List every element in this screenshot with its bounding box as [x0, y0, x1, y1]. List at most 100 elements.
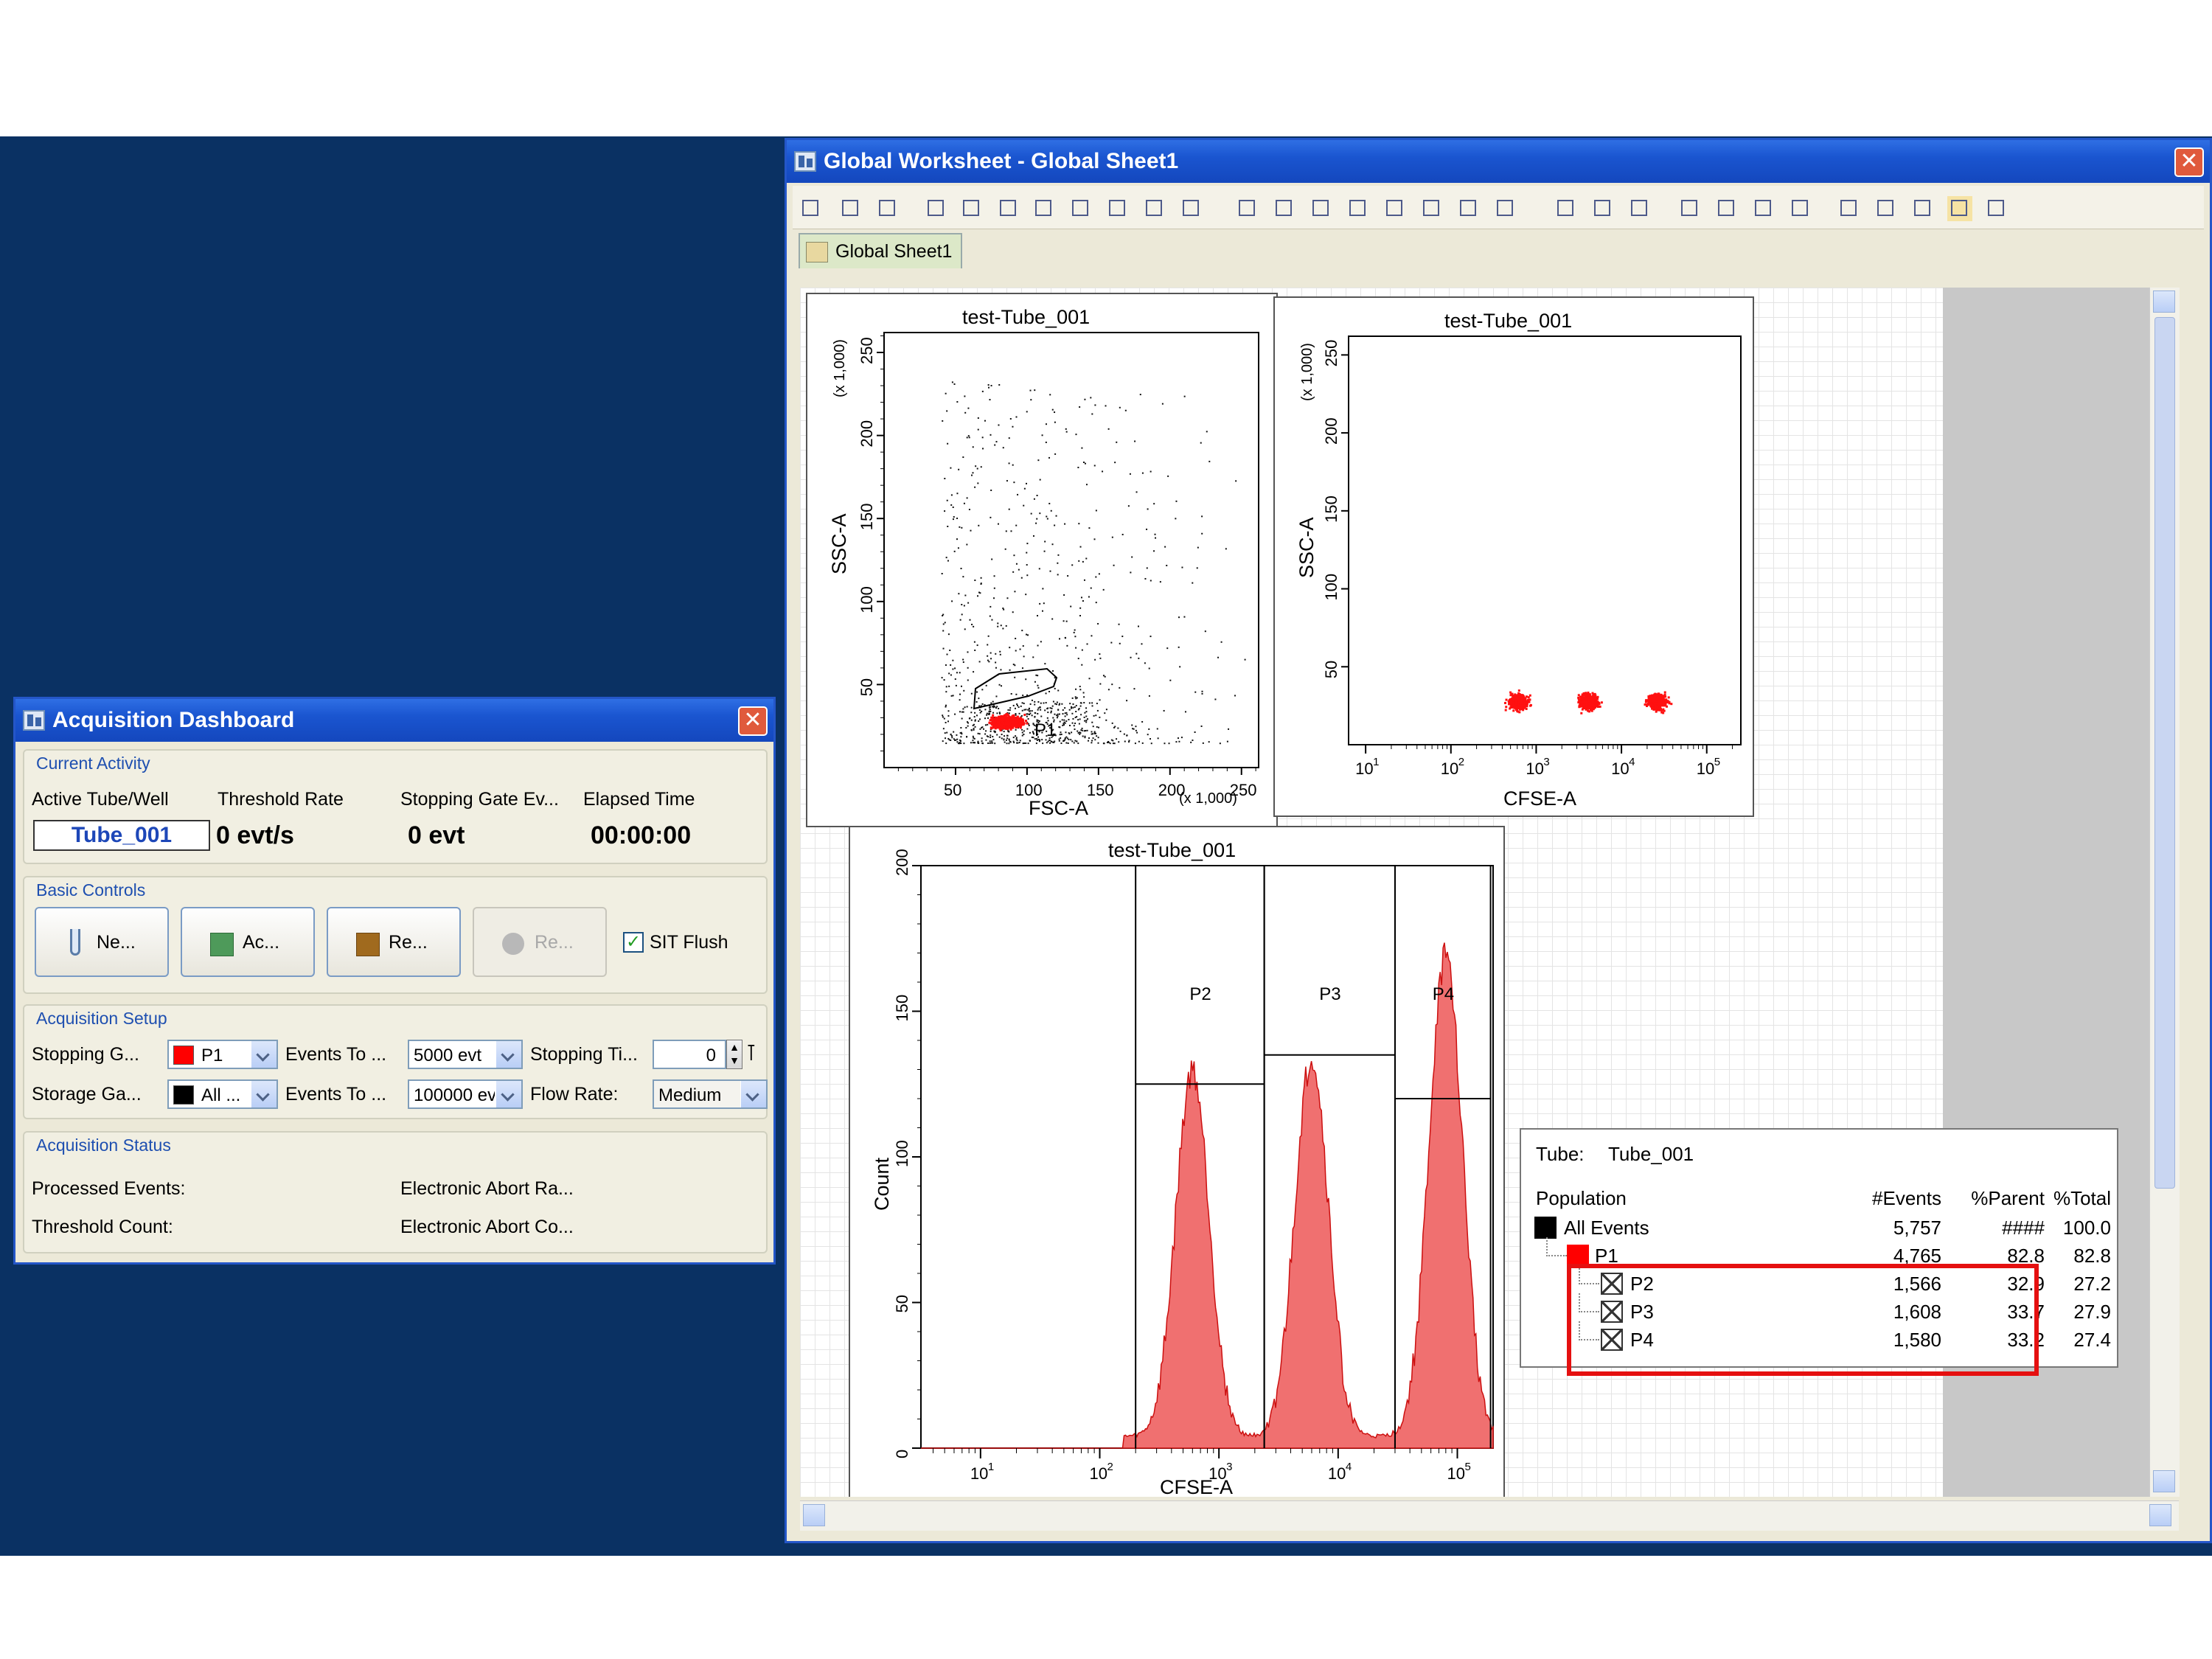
freeform-gate-icon[interactable] — [1309, 196, 1334, 221]
quadrant-gate-icon[interactable] — [1382, 196, 1408, 221]
plot1-event-dot — [1084, 737, 1086, 739]
acquire-data-button[interactable]: Ac... — [181, 907, 315, 977]
align-top-icon[interactable] — [1751, 196, 1776, 221]
plot1-event-dot — [1065, 731, 1067, 734]
stats-hidden-gate-icon — [1601, 1273, 1623, 1295]
plot1-event-dot — [978, 591, 980, 594]
next-tube-button[interactable]: Ne... — [35, 907, 169, 977]
stats-row-p1[interactable]: P1 4,765 82.8 82.8 — [1521, 1237, 2117, 1270]
show-grid-icon[interactable] — [1947, 196, 1972, 221]
plot1-event-dot — [960, 727, 962, 729]
stats-row-all-events[interactable]: All Events 5,757 #### 100.0 — [1521, 1214, 2117, 1242]
arrange-grid-icon[interactable] — [1910, 196, 1935, 221]
scroll-thumb[interactable] — [2154, 317, 2175, 1189]
plot1-event-dot — [1166, 647, 1169, 650]
events-to-display-select[interactable]: 100000 ev — [408, 1079, 523, 1109]
scroll-right-icon[interactable] — [2149, 1504, 2171, 1526]
zoom-in-icon[interactable] — [1068, 196, 1093, 221]
scroll-up-icon[interactable] — [2153, 291, 2175, 313]
plot1-event-dot — [1064, 737, 1066, 740]
plot1-p1-dot — [1009, 721, 1012, 724]
zoom-reset-icon[interactable] — [1179, 196, 1204, 221]
plot2-event-dot — [1521, 702, 1524, 705]
snap-gate-icon[interactable] — [1272, 196, 1297, 221]
worksheet-titlebar[interactable]: Global Worksheet - Global Sheet1 ✕ — [787, 140, 2210, 183]
dashboard-titlebar[interactable]: Acquisition Dashboard ✕ — [15, 699, 773, 742]
plot1-event-dot — [984, 420, 986, 422]
plot1-event-dot — [1038, 740, 1040, 742]
interval-gate-icon[interactable] — [1419, 196, 1444, 221]
zoom-fit-icon[interactable] — [1142, 196, 1167, 221]
plot1-event-dot — [1045, 739, 1047, 741]
plot2-event-dot — [1580, 712, 1583, 714]
text-tool-icon[interactable] — [1627, 196, 1652, 221]
plot1-event-dot — [1079, 731, 1081, 734]
contour-plot-icon[interactable] — [996, 196, 1021, 221]
worksheet-properties-icon[interactable] — [799, 196, 824, 221]
events-to-record-select[interactable]: 5000 evt — [408, 1040, 523, 1069]
stopping-time-input[interactable]: 0 — [653, 1040, 726, 1069]
autogate-icon[interactable] — [1493, 196, 1518, 221]
plot-fsc-ssc[interactable]: 50 100 150 200 250 50 100 150 200 250 P1 test-Tub… — [806, 293, 1278, 827]
plot-cfse-ssc[interactable]: 10 1 10 2 10 3 10 4 10 5 50 100 150 200 250 test-Tube_… — [1273, 296, 1754, 817]
storage-gate-select[interactable]: All ... — [167, 1079, 278, 1109]
plot1-event-dot — [1161, 403, 1164, 405]
tab-global-sheet1[interactable]: Global Sheet1 — [799, 233, 962, 268]
print-icon[interactable] — [838, 196, 863, 221]
plot1-event-dot — [1040, 702, 1042, 704]
plot1-event-dot — [1074, 728, 1076, 731]
zoom-out-icon[interactable] — [1105, 196, 1130, 221]
select-pointer-icon[interactable] — [924, 196, 949, 221]
restart-button[interactable]: Re... — [473, 907, 607, 977]
chevron-down-icon[interactable] — [740, 1081, 766, 1107]
stats-header-population: Population — [1536, 1187, 1627, 1209]
chevron-down-icon[interactable] — [495, 1081, 521, 1107]
polygon-gate-icon[interactable] — [1235, 196, 1260, 221]
rectangle-gate-icon[interactable] — [1346, 196, 1371, 221]
plot-cfse-histogram[interactable]: P2 P3 P4 10 1 10 2 10 3 10 4 10 5 0 50 100 150 200 test-… — [849, 826, 1505, 1497]
align-bottom-icon[interactable] — [1788, 196, 1813, 221]
flow-rate-select[interactable]: Medium — [653, 1079, 768, 1109]
plot1-event-dot — [992, 706, 995, 709]
plot2-xtick-label: 10 — [1697, 759, 1714, 778]
arrow-tool-icon[interactable] — [1554, 196, 1579, 221]
dashboard-close-button[interactable]: ✕ — [738, 706, 768, 736]
population-statistics[interactable]: Tube: Tube_001 Population #Events %Paren… — [1520, 1128, 2118, 1368]
distribute-horizontal-icon[interactable] — [1837, 196, 1862, 221]
chevron-down-icon[interactable] — [251, 1041, 276, 1068]
line-tool-icon[interactable] — [1590, 196, 1615, 221]
stopping-time-spinner-icon[interactable]: ▲ ▼ — [726, 1040, 742, 1069]
chevron-down-icon[interactable] — [495, 1041, 521, 1068]
align-left-icon[interactable] — [1677, 196, 1703, 221]
plot1-event-dot — [1059, 726, 1061, 728]
align-right-icon[interactable] — [1714, 196, 1739, 221]
record-data-button[interactable]: Re... — [327, 907, 461, 977]
stopping-gate-select[interactable]: P1 — [167, 1040, 278, 1069]
vertical-scrollbar[interactable] — [2149, 288, 2180, 1497]
histogram-gate-icon[interactable] — [1456, 196, 1481, 221]
plot1-event-dot — [1029, 731, 1031, 734]
dot-plot-icon[interactable] — [959, 196, 984, 221]
plot1-event-dot — [947, 710, 950, 712]
plot1-event-dot — [1021, 731, 1023, 734]
horizontal-scrollbar[interactable] — [800, 1500, 2179, 1531]
plot1-event-dot — [970, 729, 973, 731]
distribute-vertical-icon[interactable] — [1874, 196, 1899, 221]
scroll-left-icon[interactable] — [803, 1504, 825, 1526]
chevron-down-icon[interactable] — [251, 1081, 276, 1107]
histogram-icon[interactable] — [1032, 196, 1057, 221]
snap-to-grid-icon[interactable] — [1984, 196, 2009, 221]
scroll-down-icon[interactable] — [2153, 1470, 2175, 1492]
pdf-export-icon[interactable] — [875, 196, 900, 221]
plot1-event-dot — [1097, 622, 1099, 625]
sit-flush-checkbox[interactable]: ✓ — [623, 932, 644, 953]
plot1-event-dot — [1095, 576, 1097, 578]
plot1-event-dot — [1079, 732, 1082, 734]
plot1-event-dot — [1105, 719, 1107, 721]
worksheet-close-button[interactable]: ✕ — [2174, 147, 2204, 177]
plot1-event-dot — [1077, 719, 1079, 721]
plot1-event-dot — [1083, 702, 1085, 704]
plot1-event-dot — [1008, 739, 1010, 741]
plot2-event-dot — [1591, 692, 1594, 695]
plot1-p1-dot — [992, 714, 995, 717]
